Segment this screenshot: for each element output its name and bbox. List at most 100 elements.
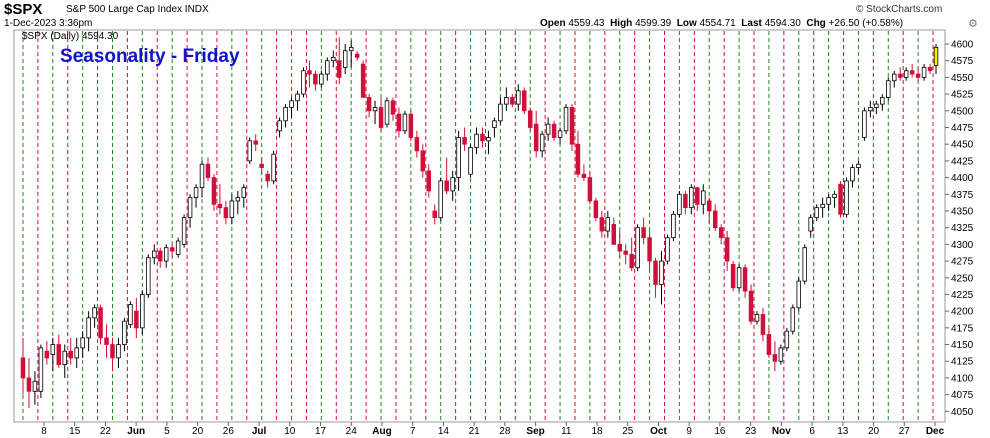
candle-body	[247, 140, 252, 162]
candle-body	[778, 347, 784, 362]
candle	[832, 190, 837, 208]
candle-body	[104, 337, 109, 345]
candle-body	[235, 197, 241, 202]
candle	[533, 110, 539, 158]
settings-icon[interactable]: ⚙	[968, 18, 978, 30]
y-tick-label: 4075	[951, 390, 974, 401]
x-tick-label: 25	[622, 426, 634, 437]
candle	[44, 341, 50, 365]
candle	[110, 337, 115, 372]
candle	[891, 70, 897, 88]
candle	[235, 190, 241, 215]
candle	[862, 107, 867, 141]
candle	[360, 60, 366, 98]
candle-body	[199, 163, 205, 189]
candle	[175, 237, 181, 258]
candle-body	[342, 50, 348, 68]
candle-body	[319, 73, 324, 85]
y-tick-label: 4050	[951, 407, 974, 418]
candle	[366, 94, 372, 118]
candle-body	[289, 100, 294, 108]
y-tick-label: 4550	[951, 73, 974, 84]
candle-body	[450, 177, 455, 192]
last-label: Last	[741, 18, 762, 29]
candle-body	[820, 203, 825, 209]
candle	[593, 197, 599, 221]
candle-body	[629, 253, 634, 269]
candlestick-series	[20, 37, 939, 408]
candle	[880, 94, 885, 111]
candle	[814, 204, 819, 221]
brand-logo[interactable]: © StockCharts.com	[856, 4, 943, 15]
candle-body	[808, 217, 813, 232]
candle	[730, 261, 736, 292]
candle-body	[432, 210, 437, 219]
x-tick-label: 7	[410, 426, 416, 437]
candle-body	[504, 97, 509, 105]
candle-body	[653, 260, 658, 285]
candle	[701, 184, 706, 215]
candle-body	[569, 107, 575, 145]
candle	[671, 210, 676, 242]
candle	[211, 174, 217, 211]
candle	[80, 331, 85, 358]
candle	[169, 244, 175, 258]
x-tick-label: 20	[192, 426, 204, 437]
x-tick-label: 18	[591, 426, 603, 437]
candle	[647, 231, 652, 272]
candle	[677, 190, 682, 218]
candle-body	[372, 107, 378, 112]
candle	[886, 77, 891, 101]
candle	[438, 177, 443, 221]
ohlc-readout: Open 4559.43 High 4599.39 Low 4554.71 La…	[540, 18, 903, 29]
candle	[74, 337, 79, 368]
candle-body	[671, 213, 676, 239]
candle-body	[623, 250, 628, 255]
candle-body	[677, 193, 682, 215]
y-tick-label: 4275	[951, 257, 974, 268]
candle-body	[122, 320, 127, 345]
y-tick-label: 4500	[951, 106, 974, 117]
candle-body	[647, 237, 652, 262]
candle	[897, 67, 903, 81]
candle-body	[790, 307, 796, 332]
candle-body	[605, 217, 611, 232]
low-value: 4554.71	[699, 18, 736, 29]
candle-body	[223, 207, 229, 219]
candle	[581, 164, 587, 181]
candle-body	[772, 354, 778, 362]
candle-body	[86, 317, 91, 339]
candle	[325, 57, 330, 81]
candle-body	[480, 133, 485, 142]
candle-body	[408, 113, 414, 138]
candle	[128, 301, 133, 328]
candle	[68, 337, 73, 365]
x-tick-label: 9	[686, 426, 692, 437]
candle-body	[277, 120, 282, 132]
candle-body	[897, 73, 903, 78]
candle-body	[587, 177, 593, 202]
x-tick-label: 26	[223, 426, 235, 437]
chg-value: +26.50 (+0.58%)	[828, 18, 904, 29]
y-tick-label: 4100	[951, 373, 974, 384]
candle	[790, 304, 796, 335]
candle-body	[253, 140, 258, 145]
candle	[342, 44, 348, 75]
candle-body	[331, 56, 336, 62]
candle-body	[360, 63, 366, 98]
candle	[695, 187, 700, 211]
candle	[575, 130, 581, 178]
candle-body	[933, 46, 939, 66]
candle	[623, 244, 628, 265]
candle	[766, 327, 772, 358]
symbol-description: S&P 500 Large Cap Index INDX	[66, 4, 209, 15]
candle-body	[766, 334, 772, 355]
candle	[683, 190, 688, 215]
candle-body	[510, 97, 515, 105]
candle-body	[868, 107, 873, 112]
candle-body	[545, 123, 551, 135]
candle	[486, 130, 491, 155]
seasonality-lines	[22, 31, 934, 421]
x-tick-label: 8	[41, 426, 47, 437]
